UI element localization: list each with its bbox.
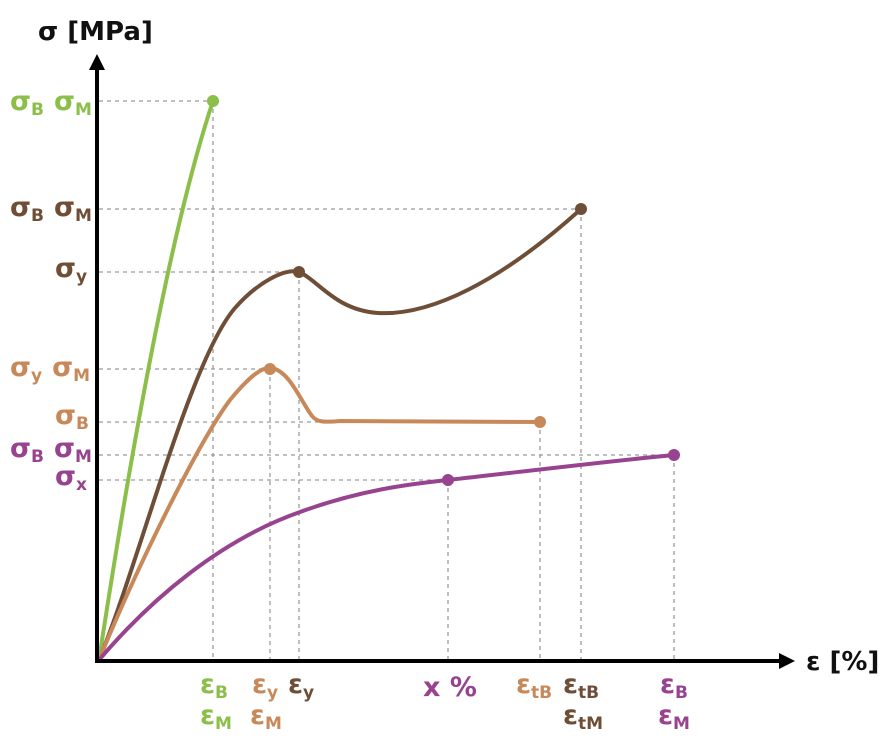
purple-break-point xyxy=(668,449,680,461)
dark-brown-curve xyxy=(97,207,583,662)
tan-break-point xyxy=(534,416,546,428)
y-label-brown-break: σB σM xyxy=(10,192,92,226)
x-label-green-line1: εB xyxy=(200,669,228,703)
y-label-tan-break: σB xyxy=(55,400,89,434)
y-label-tan-yield: σy σM xyxy=(10,352,90,386)
y-label-purple-x: σx xyxy=(55,461,87,495)
guide-lines xyxy=(99,100,675,662)
x-label-brown-break-line1: εtB xyxy=(563,669,599,703)
x-label-brown-break-line2: εtM xyxy=(563,700,603,734)
axes xyxy=(89,54,795,669)
x-label-brown-yield: εy xyxy=(288,669,314,703)
brown-yield-point xyxy=(293,266,305,278)
x-label-purple-break-line1: εB xyxy=(660,669,688,703)
y-label-green-break: σB σM xyxy=(10,86,92,120)
x-label-tan-break: εtB xyxy=(516,669,552,703)
x-label-tan-yield-line1: εy xyxy=(252,669,278,703)
purple-x-point xyxy=(442,474,454,486)
y-label-purple-break: σB σM xyxy=(10,433,92,467)
green-curve xyxy=(97,99,215,662)
tan-yield-point xyxy=(264,363,276,375)
curve-points xyxy=(207,95,680,486)
tan-curve xyxy=(97,365,542,662)
x-axis-arrow xyxy=(779,653,795,669)
x-label-green-line2: εM xyxy=(200,700,232,734)
x-label-tan-yield-line2: εM xyxy=(250,700,282,734)
y-label-brown-yield: σy xyxy=(55,253,87,287)
x-label-purple-break-line2: εM xyxy=(658,700,690,734)
purple-curve xyxy=(97,453,676,662)
y-axis-title: σ [MPa] xyxy=(38,17,153,47)
curves xyxy=(97,99,676,662)
brown-break-point xyxy=(575,203,587,215)
x-label-purple-x: x % xyxy=(423,672,477,703)
green-break-point xyxy=(207,95,219,107)
y-axis-arrow xyxy=(89,54,105,70)
x-axis-title: ε [%] xyxy=(806,647,879,677)
